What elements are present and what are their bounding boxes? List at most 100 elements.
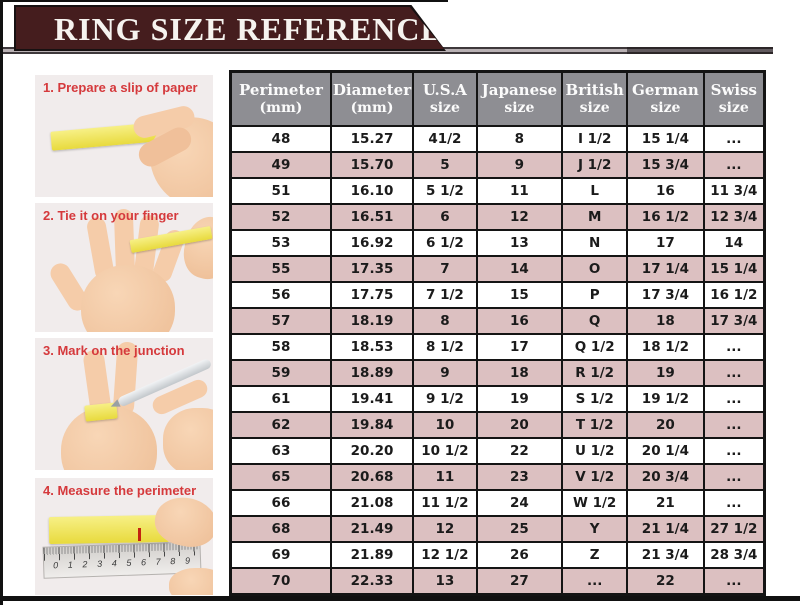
left-border-line bbox=[0, 0, 3, 605]
japanese-size-cell: 26 bbox=[475, 541, 564, 569]
divider-bar-dark-segment bbox=[627, 47, 773, 54]
swiss-size-cell: ... bbox=[702, 489, 766, 517]
swiss-size-cell: ... bbox=[702, 151, 766, 179]
paper-strip-icon bbox=[48, 514, 170, 545]
column-header: Swiss size bbox=[702, 70, 766, 127]
column-header-title: Perimeter bbox=[239, 81, 323, 100]
column-header-subtitle: size bbox=[579, 99, 610, 116]
british-size-cell: ... bbox=[561, 567, 629, 596]
usa-size-cell: 12 1/2 bbox=[412, 541, 478, 569]
column-header: British size bbox=[561, 70, 629, 127]
german-size-cell: 17 bbox=[626, 229, 705, 257]
usa-size-cell: 13 bbox=[412, 567, 478, 596]
usa-size-cell: 9 1/2 bbox=[412, 385, 478, 413]
ruler-number: 1 bbox=[67, 559, 73, 570]
swiss-size-cell: ... bbox=[702, 333, 766, 361]
japanese-size-cell: 12 bbox=[475, 203, 564, 231]
german-size-cell: 17 3/4 bbox=[626, 281, 705, 309]
helper-hand-icon bbox=[177, 211, 213, 285]
japanese-size-cell: 15 bbox=[475, 281, 564, 309]
perimeter-cell: 57 bbox=[229, 307, 332, 335]
japanese-size-cell: 8 bbox=[475, 125, 564, 153]
table-row: 56 17.75 7 1/2 15 P 17 3/4 16 1/2 bbox=[229, 281, 766, 309]
column-header: Diameter (mm) bbox=[329, 70, 415, 127]
german-size-cell: 17 1/4 bbox=[626, 255, 705, 283]
step-3-photo: 3. Mark on the junction bbox=[35, 338, 213, 470]
column-header-subtitle: size bbox=[429, 99, 460, 116]
column-header-subtitle: size bbox=[650, 99, 681, 116]
japanese-size-cell: 11 bbox=[475, 177, 564, 205]
ruler-number: 0 bbox=[52, 560, 59, 571]
helper-hand-icon bbox=[163, 408, 213, 470]
diameter-cell: 19.41 bbox=[329, 385, 415, 413]
usa-size-cell: 6 1/2 bbox=[412, 229, 478, 257]
swiss-size-cell: 15 1/4 bbox=[702, 255, 766, 283]
column-header-subtitle: (mm) bbox=[350, 99, 394, 116]
step-3-caption: 3. Mark on the junction bbox=[43, 343, 185, 358]
japanese-size-cell: 23 bbox=[475, 463, 564, 491]
german-size-cell: 16 1/2 bbox=[626, 203, 705, 231]
japanese-size-cell: 27 bbox=[475, 567, 564, 596]
bottom-border-line bbox=[0, 596, 800, 601]
perimeter-cell: 68 bbox=[229, 515, 332, 543]
diameter-cell: 18.89 bbox=[329, 359, 415, 387]
japanese-size-cell: 14 bbox=[475, 255, 564, 283]
german-size-cell: 18 bbox=[626, 307, 705, 335]
japanese-size-cell: 22 bbox=[475, 437, 564, 465]
japanese-size-cell: 9 bbox=[475, 151, 564, 179]
german-size-cell: 18 1/2 bbox=[626, 333, 705, 361]
column-header: Japanese size bbox=[475, 70, 564, 127]
usa-size-cell: 8 1/2 bbox=[412, 333, 478, 361]
german-size-cell: 20 1/4 bbox=[626, 437, 705, 465]
diameter-cell: 21.49 bbox=[329, 515, 415, 543]
usa-size-cell: 5 1/2 bbox=[412, 177, 478, 205]
german-size-cell: 15 3/4 bbox=[626, 151, 705, 179]
swiss-size-cell: 12 3/4 bbox=[702, 203, 766, 231]
table-row: 52 16.51 6 12 M 16 1/2 12 3/4 bbox=[229, 203, 766, 231]
british-size-cell: J 1/2 bbox=[561, 151, 629, 179]
table-row: 69 21.89 12 1/2 26 Z 21 3/4 28 3/4 bbox=[229, 541, 766, 569]
swiss-size-cell: ... bbox=[702, 125, 766, 153]
swiss-size-cell: ... bbox=[702, 437, 766, 465]
diameter-cell: 17.75 bbox=[329, 281, 415, 309]
british-size-cell: S 1/2 bbox=[561, 385, 629, 413]
usa-size-cell: 41/2 bbox=[412, 125, 478, 153]
usa-size-cell: 6 bbox=[412, 203, 478, 231]
perimeter-cell: 62 bbox=[229, 411, 332, 439]
column-header-title: Diameter bbox=[332, 81, 412, 100]
perimeter-cell: 48 bbox=[229, 125, 332, 153]
perimeter-cell: 53 bbox=[229, 229, 332, 257]
swiss-size-cell: ... bbox=[702, 411, 766, 439]
british-size-cell: Z bbox=[561, 541, 629, 569]
swiss-size-cell: 28 3/4 bbox=[702, 541, 766, 569]
german-size-cell: 19 bbox=[626, 359, 705, 387]
swiss-size-cell: 16 1/2 bbox=[702, 281, 766, 309]
german-size-cell: 20 3/4 bbox=[626, 463, 705, 491]
diameter-cell: 20.68 bbox=[329, 463, 415, 491]
british-size-cell: M bbox=[561, 203, 629, 231]
ruler-number: 9 bbox=[184, 555, 191, 566]
swiss-size-cell: ... bbox=[702, 463, 766, 491]
ruler-number: 5 bbox=[126, 557, 132, 568]
perimeter-cell: 52 bbox=[229, 203, 332, 231]
ruler-number: 3 bbox=[96, 558, 103, 569]
british-size-cell: T 1/2 bbox=[561, 411, 629, 439]
perimeter-cell: 66 bbox=[229, 489, 332, 517]
thumb-icon bbox=[169, 568, 213, 595]
red-mark-icon bbox=[138, 528, 141, 541]
japanese-size-cell: 16 bbox=[475, 307, 564, 335]
swiss-size-cell: ... bbox=[702, 567, 766, 596]
diameter-cell: 18.53 bbox=[329, 333, 415, 361]
step-2-photo: 2. Tie it on your finger bbox=[35, 203, 213, 332]
german-size-cell: 16 bbox=[626, 177, 705, 205]
usa-size-cell: 11 1/2 bbox=[412, 489, 478, 517]
step-1-photo: 1. Prepare a slip of paper bbox=[35, 75, 213, 197]
german-size-cell: 21 bbox=[626, 489, 705, 517]
column-header-title: German bbox=[632, 81, 699, 100]
table-row: 58 18.53 8 1/2 17 Q 1/2 18 1/2 ... bbox=[229, 333, 766, 361]
table-row: 62 19.84 10 20 T 1/2 20 ... bbox=[229, 411, 766, 439]
swiss-size-cell: 27 1/2 bbox=[702, 515, 766, 543]
table-row: 68 21.49 12 25 Y 21 1/4 27 1/2 bbox=[229, 515, 766, 543]
german-size-cell: 21 1/4 bbox=[626, 515, 705, 543]
